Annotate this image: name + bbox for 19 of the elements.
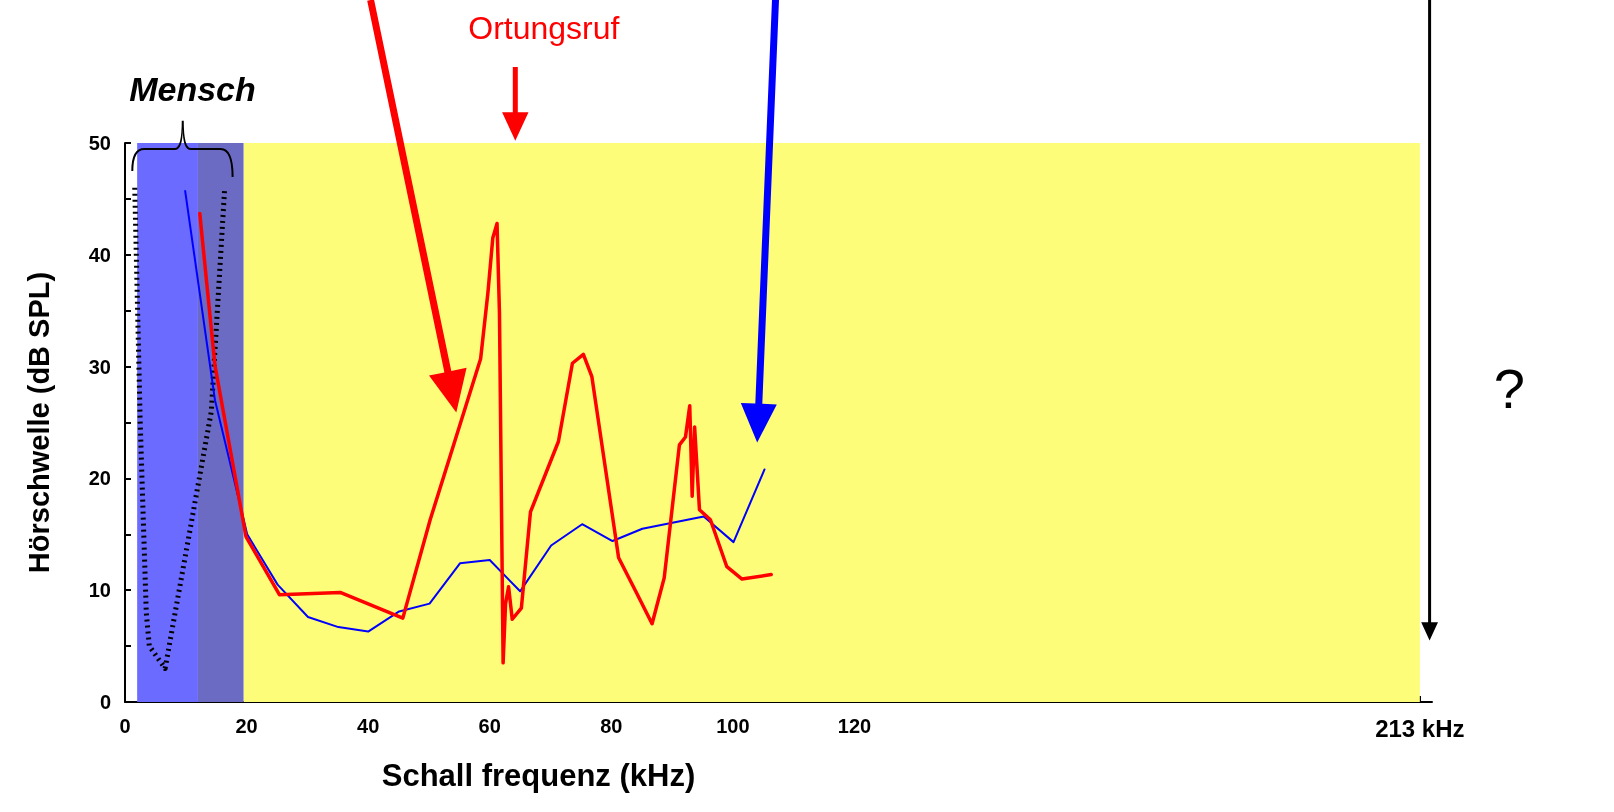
y-tick-label: 40 (88, 243, 111, 266)
x-tick-label: 0 (119, 715, 131, 737)
y-tick-label: 30 (88, 355, 111, 378)
x-tick-label: 120 (837, 715, 872, 737)
y-tick-label: 0 (99, 691, 111, 713)
x-tick-label: 20 (235, 715, 258, 737)
x-tick-label: 40 (357, 715, 380, 737)
y-tick-label: 20 (88, 467, 111, 490)
x-tick-label: 60 (478, 715, 501, 737)
x-tick-label: 100 (716, 715, 750, 737)
y-tick-label: 50 (88, 132, 111, 154)
x-axis-title: Schall frequenz (kHz) (381, 758, 696, 793)
text: ? (1493, 357, 1525, 421)
text: Ortungsruf (468, 9, 620, 46)
y-axis-title: Hörschwelle (dB SPL) (22, 271, 55, 574)
text: Mensch (129, 70, 256, 109)
x-tick-label: 213 kHz (1375, 714, 1465, 742)
y-tick-label: 10 (88, 579, 111, 602)
x-tick-label: 80 (600, 715, 623, 737)
